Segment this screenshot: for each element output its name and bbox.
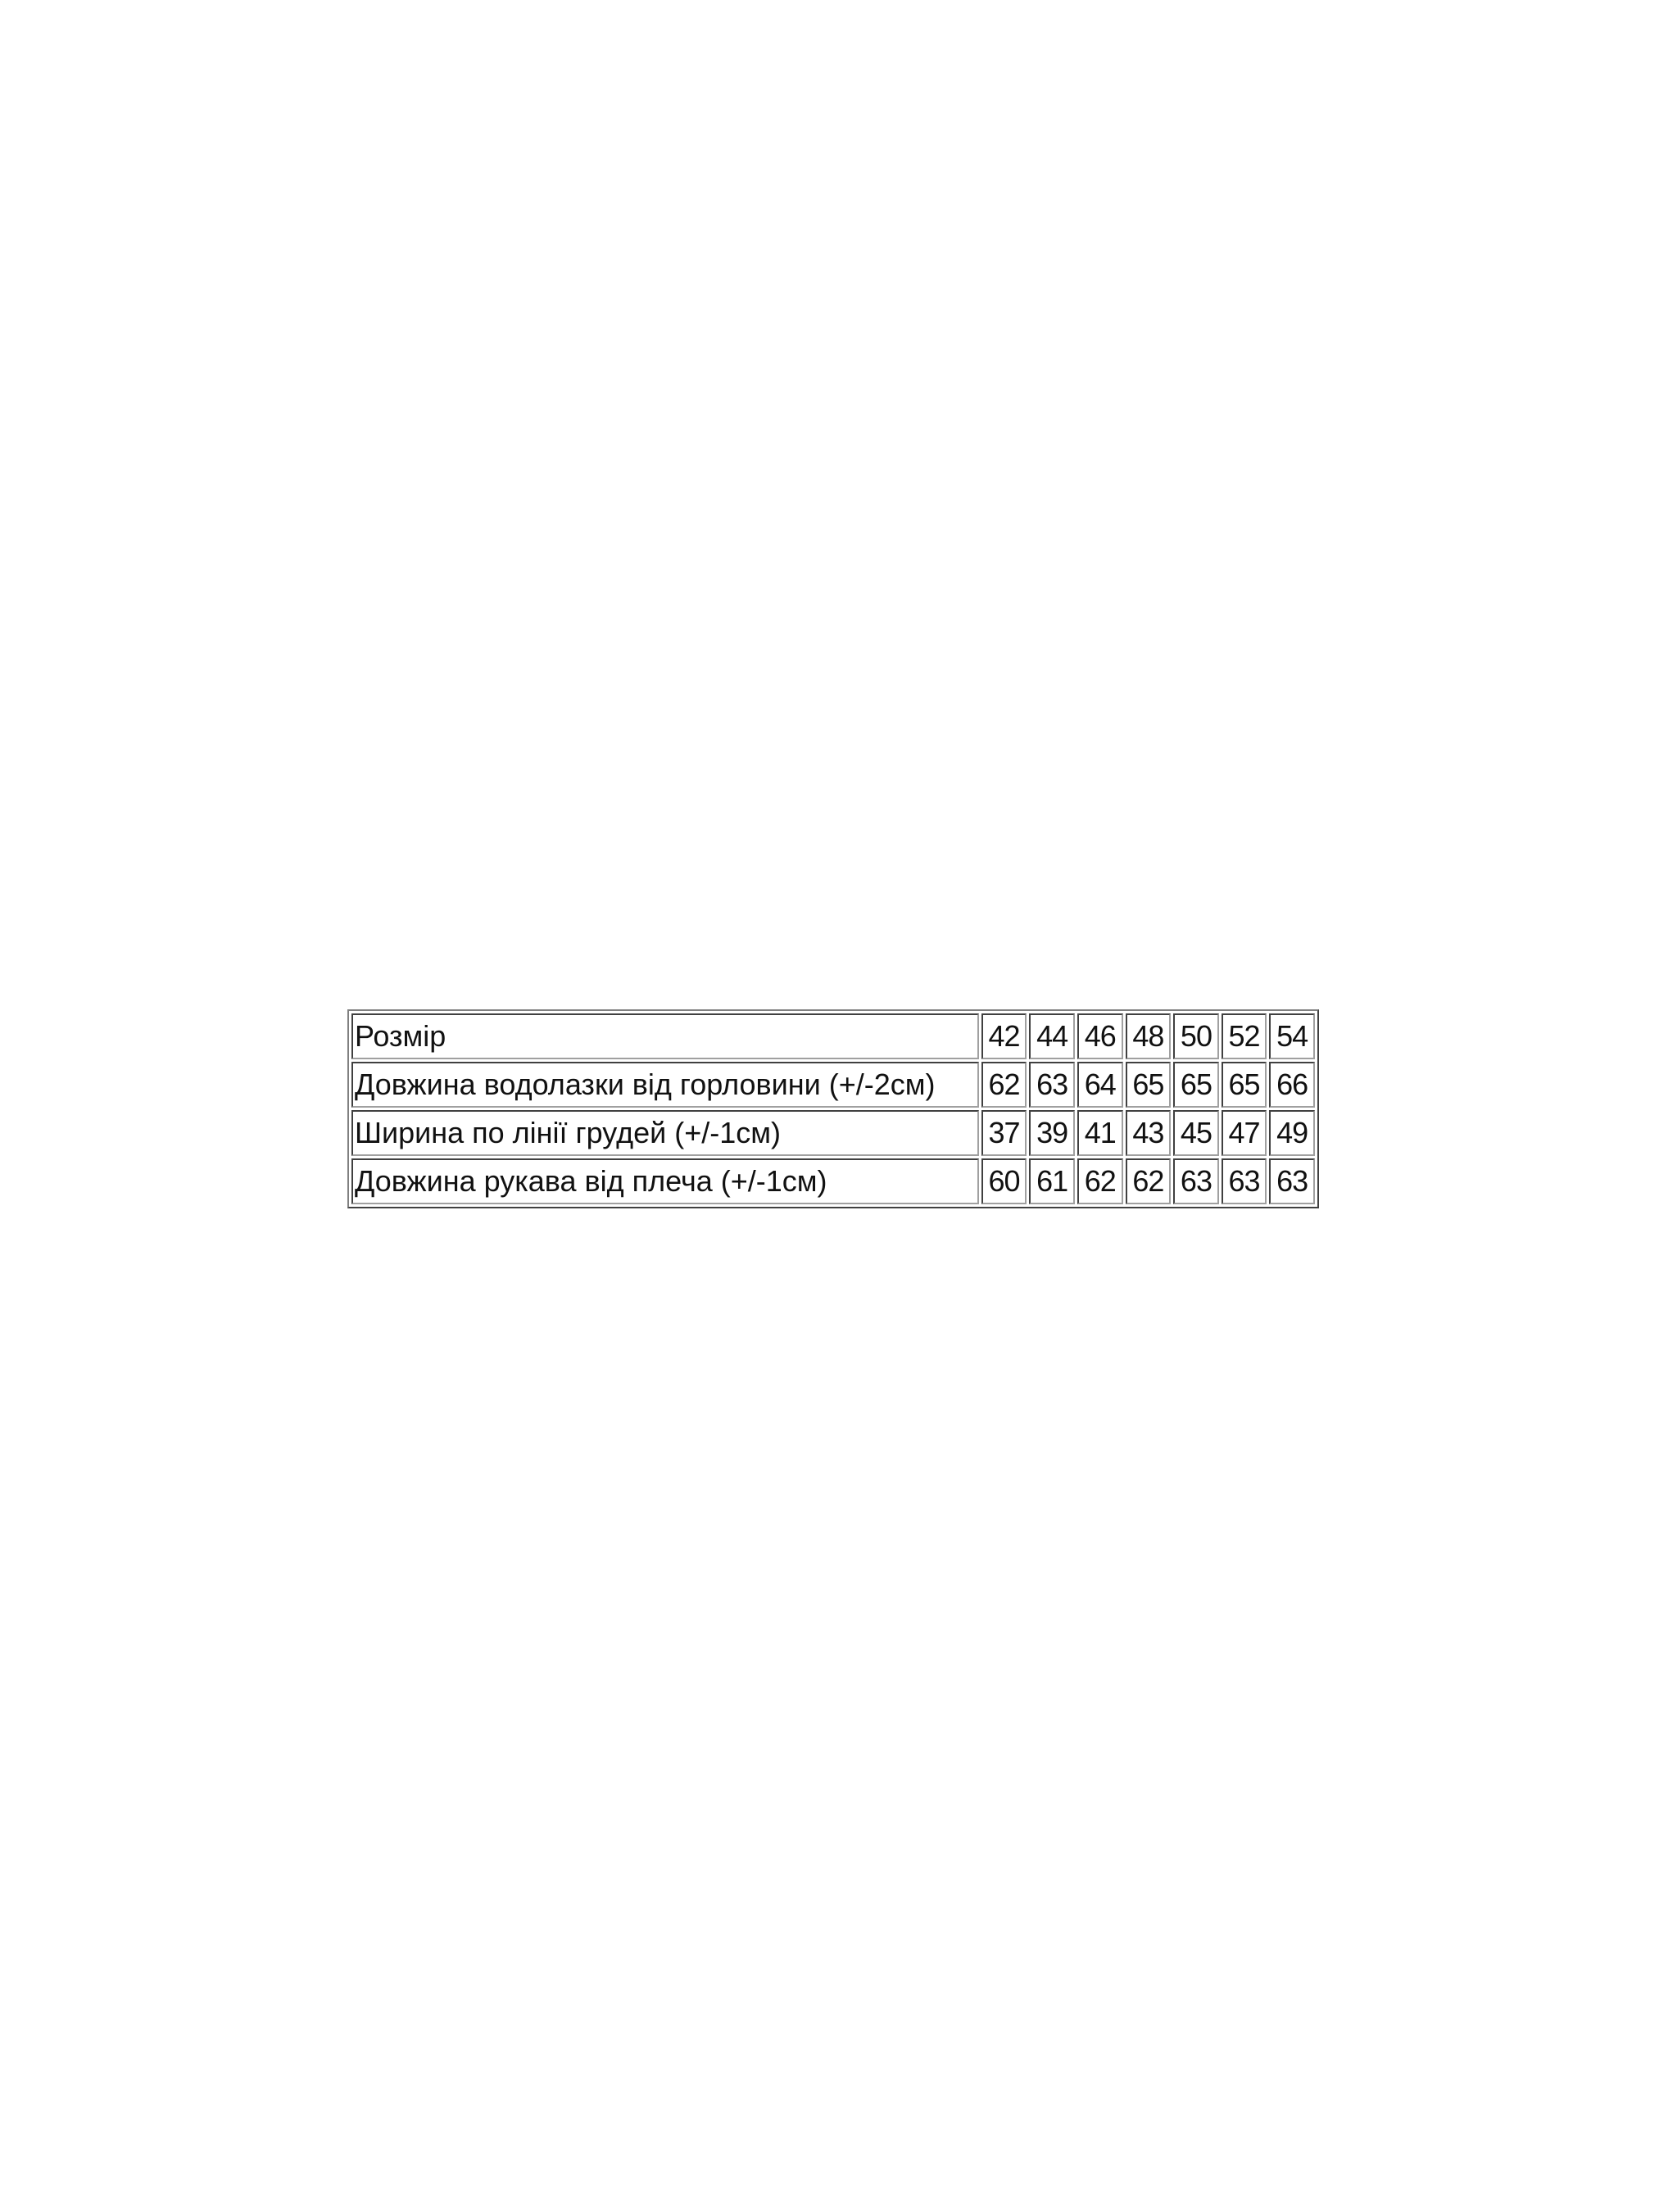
table-cell: 42: [981, 1013, 1027, 1059]
table-cell: 65: [1221, 1062, 1267, 1108]
table-cell: 63: [1029, 1062, 1075, 1108]
row-label: Довжина рукава від плеча (+/-1см): [351, 1158, 979, 1204]
table-row: Ширина по лінії грудей (+/-1см) 37 39 41 43 4…: [351, 1110, 1315, 1156]
table-cell: 46: [1077, 1013, 1123, 1059]
table-cell: 44: [1029, 1013, 1075, 1059]
size-chart-table: Розмір 42 44 46 48 50 52 54 Довжина водолазки ві…: [347, 1009, 1319, 1208]
table-row: Розмір 42 44 46 48 50 52 54: [351, 1013, 1315, 1059]
table-cell: 48: [1125, 1013, 1172, 1059]
table-row: Довжина водолазки від горловини (+/-2см)…: [351, 1062, 1315, 1108]
row-label: Ширина по лінії грудей (+/-1см): [351, 1110, 979, 1156]
table-cell: 62: [1077, 1158, 1123, 1204]
table-cell: 60: [981, 1158, 1027, 1204]
size-chart-body: Розмір 42 44 46 48 50 52 54 Довжина водолазки ві…: [351, 1013, 1315, 1204]
table-cell: 61: [1029, 1158, 1075, 1204]
table-row: Довжина рукава від плеча (+/-1см) 60 61 62 6…: [351, 1158, 1315, 1204]
table-cell: 41: [1077, 1110, 1123, 1156]
table-cell: 52: [1221, 1013, 1267, 1059]
table-cell: 63: [1269, 1158, 1315, 1204]
table-cell: 43: [1125, 1110, 1172, 1156]
table-cell: 54: [1269, 1013, 1315, 1059]
table-cell: 50: [1173, 1013, 1219, 1059]
table-cell: 63: [1173, 1158, 1219, 1204]
table-cell: 65: [1125, 1062, 1172, 1108]
row-label: Розмір: [351, 1013, 979, 1059]
table-cell: 64: [1077, 1062, 1123, 1108]
table-cell: 63: [1221, 1158, 1267, 1204]
table-cell: 37: [981, 1110, 1027, 1156]
table-cell: 45: [1173, 1110, 1219, 1156]
table-cell: 39: [1029, 1110, 1075, 1156]
table-cell: 62: [1125, 1158, 1172, 1204]
row-label: Довжина водолазки від горловини (+/-2см): [351, 1062, 979, 1108]
table-cell: 62: [981, 1062, 1027, 1108]
table-cell: 47: [1221, 1110, 1267, 1156]
table-cell: 66: [1269, 1062, 1315, 1108]
table-cell: 65: [1173, 1062, 1219, 1108]
table-cell: 49: [1269, 1110, 1315, 1156]
